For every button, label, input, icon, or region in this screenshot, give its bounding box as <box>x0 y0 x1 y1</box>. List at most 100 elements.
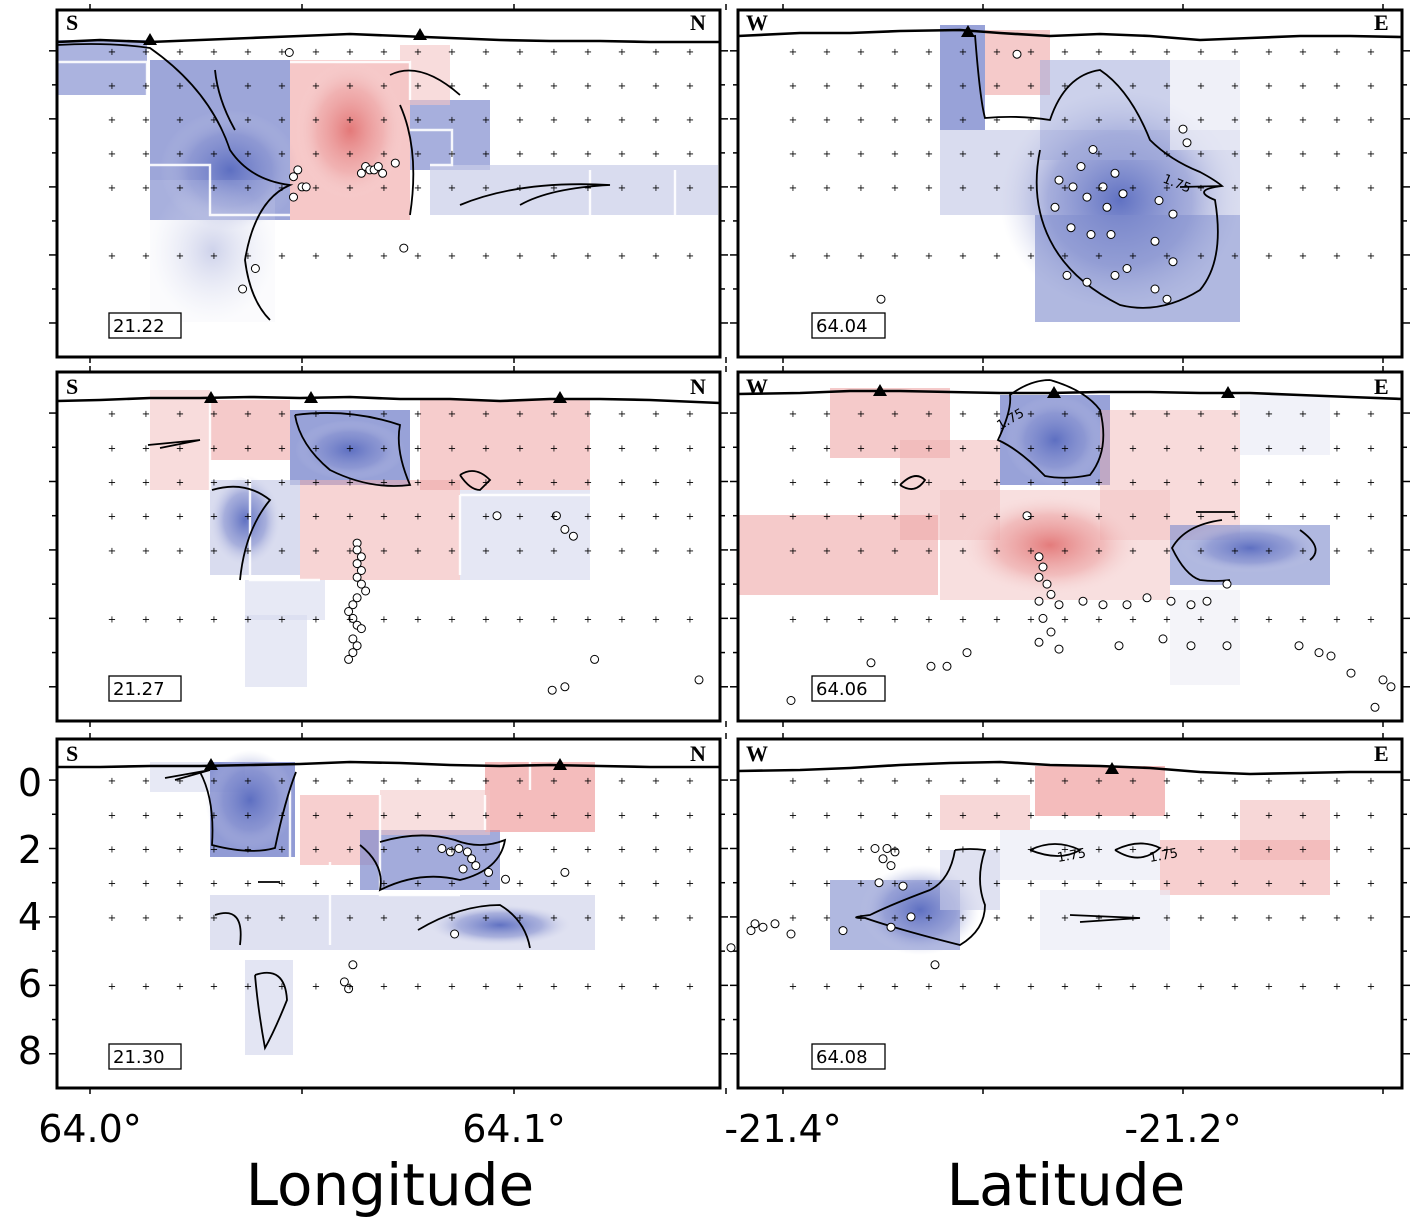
grid-node-marker: + <box>925 81 933 92</box>
earthquake-marker <box>1150 236 1160 246</box>
grid-node-marker: + <box>1265 776 1273 787</box>
grid-node-marker: + <box>142 776 150 787</box>
grid-node-marker: + <box>108 879 116 890</box>
earthquake-marker <box>399 243 409 253</box>
grid-node-marker: + <box>210 47 218 58</box>
grid-node-marker: + <box>1231 913 1239 924</box>
grid-node-marker: + <box>1061 810 1069 821</box>
grid-node-marker: + <box>925 981 933 992</box>
earthquake-marker <box>866 658 876 668</box>
grid-node-marker: + <box>618 115 626 126</box>
grid-node-marker: + <box>278 47 286 58</box>
grid-node-marker: + <box>1265 149 1273 160</box>
slice-label-box <box>811 1043 886 1070</box>
grid-node-marker: + <box>176 409 184 420</box>
grid-node-marker: + <box>925 614 933 625</box>
grid-node-marker: + <box>1129 879 1137 890</box>
grid-node-marker: + <box>482 512 490 523</box>
grid-node-marker: + <box>857 478 865 489</box>
grid-markers: + + + + + + + + + + + + + + + + + + + + + + + + + + + + + + + + + + + + + + + +… <box>789 47 1375 262</box>
grid-node-marker: + <box>278 845 286 856</box>
grid-node-marker: + <box>823 443 831 454</box>
grid-node-marker: + <box>516 810 524 821</box>
grid-node-marker: + <box>1231 845 1239 856</box>
earthquake-marker <box>356 168 366 178</box>
grid-node-marker: + <box>1299 981 1307 992</box>
left-end-label: W <box>746 374 768 399</box>
grid-node-marker: + <box>1367 409 1375 420</box>
grid-node-marker: + <box>210 81 218 92</box>
grid-node-marker: + <box>1299 409 1307 420</box>
earthquake-marker <box>906 912 916 922</box>
earthquake-marker <box>590 654 600 664</box>
grid-node-marker: + <box>993 879 1001 890</box>
grid-node-marker: + <box>1367 810 1375 821</box>
grid-node-marker: + <box>210 981 218 992</box>
grid-node-marker: + <box>891 478 899 489</box>
grid-node-marker: + <box>584 115 592 126</box>
grid-node-marker: + <box>1231 981 1239 992</box>
grid-node-marker: + <box>618 81 626 92</box>
grid-node-marker: + <box>857 443 865 454</box>
grid-node-marker: + <box>857 845 865 856</box>
grid-node-marker: + <box>550 776 558 787</box>
grid-node-marker: + <box>1027 810 1035 821</box>
grid-node-marker: + <box>891 183 899 194</box>
grid-node-marker: + <box>857 879 865 890</box>
earthquake-marker <box>926 661 936 671</box>
grid-node-marker: + <box>823 47 831 58</box>
grid-node-marker: + <box>1197 913 1205 924</box>
grid-node-marker: + <box>516 981 524 992</box>
earthquake-marker <box>746 926 756 936</box>
grid-node-marker: + <box>142 149 150 160</box>
grid-node-marker: + <box>414 776 422 787</box>
grid-node-marker: + <box>176 478 184 489</box>
grid-node-marker: + <box>652 512 660 523</box>
grid-node-marker: + <box>380 614 388 625</box>
grid-node-marker: + <box>482 879 490 890</box>
grid-node-marker: + <box>789 47 797 58</box>
station-marker <box>1105 762 1119 774</box>
grid-node-marker: + <box>312 614 320 625</box>
grid-node-marker: + <box>278 879 286 890</box>
grid-markers: + + + + + + + + + + + + + + + + + + + + + + + + + + + + + + + + + + + + + + + +… <box>108 47 694 262</box>
depth-axis: 0 2 4 6 8 <box>18 761 42 1073</box>
grid-node-marker: + <box>891 115 899 126</box>
grid-node-marker: + <box>1129 81 1137 92</box>
grid-node-marker: + <box>686 409 694 420</box>
grid-node-marker: + <box>278 776 286 787</box>
earthquake-marker <box>547 685 557 695</box>
grid-node-marker: + <box>857 614 865 625</box>
slice-label-box <box>108 1043 182 1070</box>
grid-node-marker: + <box>482 614 490 625</box>
earthquake-marker <box>301 182 311 192</box>
grid-node-marker: + <box>1367 251 1375 262</box>
grid-node-marker: + <box>1095 47 1103 58</box>
grid-node-marker: + <box>516 776 524 787</box>
grid-node-marker: + <box>789 546 797 557</box>
grid-node-marker: + <box>1129 478 1137 489</box>
grid-node-marker: + <box>1061 776 1069 787</box>
earthquake-marker <box>1086 230 1096 239</box>
grid-node-marker: + <box>108 478 116 489</box>
slice-label: 21.30 <box>113 1047 165 1068</box>
grid-node-marker: + <box>448 478 456 489</box>
lon-tick-64-0: 64.0° <box>38 1107 142 1151</box>
earthquake-marker <box>1346 668 1356 678</box>
grid-node-marker: + <box>1265 443 1273 454</box>
grid-node-marker: + <box>1095 845 1103 856</box>
earthquake-marker <box>458 864 468 874</box>
grid-node-marker: + <box>1333 810 1341 821</box>
grid-node-marker: + <box>312 81 320 92</box>
grid-node-marker: + <box>857 810 865 821</box>
grid-node-marker: + <box>1367 879 1375 890</box>
grid-markers: + + + + + + + + + + + + + + + + + + + + + + + + + + + + + + + + + + + + + + + +… <box>108 409 694 625</box>
grid-node-marker: + <box>142 981 150 992</box>
grid-node-marker: + <box>857 251 865 262</box>
grid-node-marker: + <box>1163 443 1171 454</box>
grid-node-marker: + <box>1163 810 1171 821</box>
grid-node-marker: + <box>244 115 252 126</box>
grid-node-marker: + <box>959 478 967 489</box>
grid-node-marker: + <box>1333 183 1341 194</box>
grid-node-marker: + <box>1231 546 1239 557</box>
